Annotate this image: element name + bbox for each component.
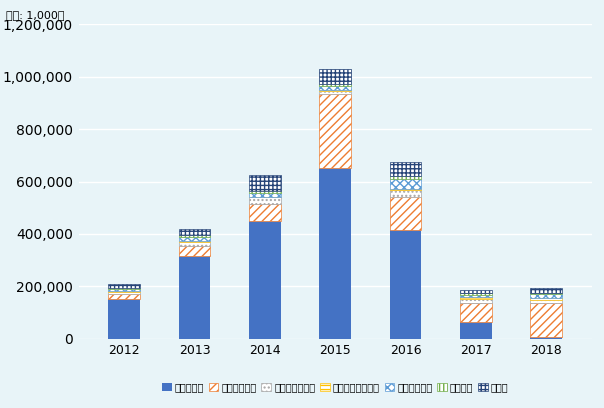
Bar xyxy=(108,289,140,291)
Text: 単位: 1,000円: 単位: 1,000円 xyxy=(6,10,65,20)
Bar xyxy=(249,197,281,204)
Bar xyxy=(108,299,140,339)
Bar xyxy=(390,189,422,190)
Bar xyxy=(390,230,422,339)
Bar xyxy=(530,293,562,294)
Bar xyxy=(460,299,492,303)
Bar xyxy=(179,242,210,246)
Bar xyxy=(320,86,351,90)
Legend: メントール, 配合調整飼料, 播種用の種など, 植物の液汁エキス, ペプトンなど, 植木など, その他: メントール, 配合調整飼料, 播種用の種など, 植物の液汁エキス, ペプトンなど… xyxy=(158,378,512,396)
Bar xyxy=(249,175,281,191)
Bar xyxy=(320,169,351,339)
Bar xyxy=(179,235,210,237)
Bar xyxy=(249,204,281,221)
Bar xyxy=(179,241,210,242)
Bar xyxy=(460,303,492,322)
Bar xyxy=(108,291,140,294)
Bar xyxy=(530,300,562,303)
Bar xyxy=(179,256,210,339)
Bar xyxy=(390,197,422,230)
Bar xyxy=(460,297,492,299)
Bar xyxy=(460,322,492,339)
Bar xyxy=(390,162,422,176)
Bar xyxy=(530,297,562,300)
Bar xyxy=(530,337,562,339)
Bar xyxy=(108,294,140,299)
Bar xyxy=(249,221,281,339)
Bar xyxy=(530,288,562,293)
Bar xyxy=(460,295,492,297)
Bar xyxy=(390,180,422,189)
Bar xyxy=(249,191,281,193)
Bar xyxy=(530,294,562,297)
Bar xyxy=(108,288,140,289)
Bar xyxy=(179,229,210,235)
Bar xyxy=(108,284,140,288)
Bar xyxy=(179,237,210,241)
Bar xyxy=(320,91,351,94)
Bar xyxy=(390,176,422,180)
Bar xyxy=(390,190,422,197)
Bar xyxy=(460,293,492,295)
Bar xyxy=(179,246,210,256)
Bar xyxy=(530,303,562,337)
Bar xyxy=(320,90,351,91)
Bar xyxy=(320,69,351,84)
Bar xyxy=(460,290,492,293)
Bar xyxy=(320,84,351,86)
Bar xyxy=(249,193,281,197)
Bar xyxy=(320,94,351,169)
